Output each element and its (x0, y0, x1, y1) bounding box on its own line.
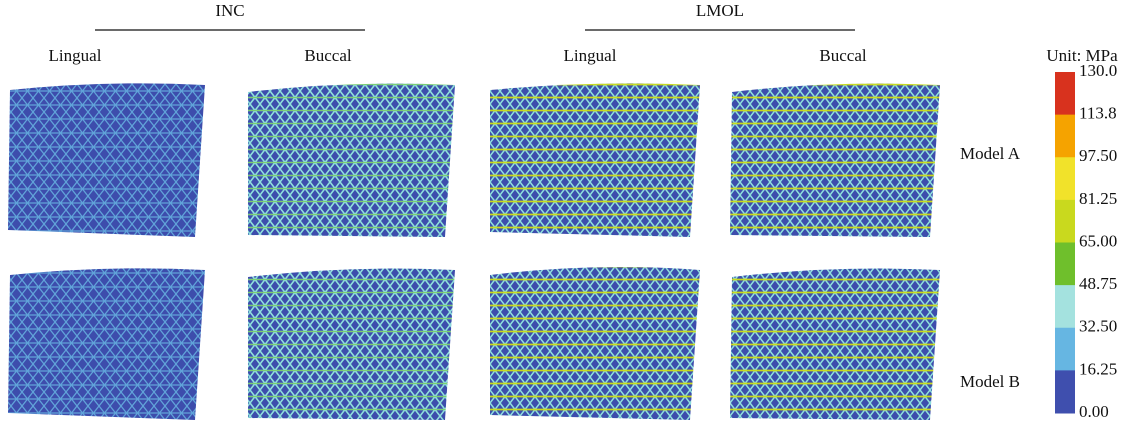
colorbar-band (1055, 243, 1075, 286)
row-label: Model B (960, 372, 1020, 391)
colorbar-band (1055, 285, 1075, 328)
mesh-image (490, 83, 700, 237)
colorbar-label: 130.0 (1079, 61, 1117, 80)
group-title: INC (215, 1, 244, 20)
colorbar-label: 81.25 (1079, 189, 1117, 208)
colorbar-label: 97.50 (1079, 146, 1117, 165)
column-label: Buccal (304, 46, 351, 65)
group-title: LMOL (696, 1, 744, 20)
colorbar-label: 32.50 (1079, 317, 1117, 336)
colorbar: 130.0 113.8 97.50 81.25 65.00 48.75 32.50 16.25… (1055, 61, 1117, 421)
colorbar-band (1055, 157, 1075, 200)
mesh-image (248, 269, 455, 420)
colorbar-label: 0.00 (1079, 402, 1109, 421)
mesh-image (490, 267, 700, 420)
colorbar-band (1055, 370, 1075, 413)
mesh-images (8, 83, 940, 420)
colorbar-band (1055, 72, 1075, 115)
column-label: Lingual (564, 46, 617, 65)
colorbar-label: 16.25 (1079, 359, 1117, 378)
mesh-image (730, 84, 940, 237)
colorbar-label: 65.00 (1079, 231, 1117, 250)
mesh-image (248, 84, 455, 237)
colorbar-band (1055, 200, 1075, 243)
colorbar-band (1055, 328, 1075, 371)
colorbar-label: 113.8 (1079, 104, 1117, 123)
colorbar-label: 48.75 (1079, 274, 1117, 293)
figure: INC LMOL Lingual Buccal Lingual Buccal M… (0, 0, 1143, 428)
mesh-image (8, 268, 205, 420)
column-label: Lingual (49, 46, 102, 65)
row-label: Model A (960, 144, 1021, 163)
colorbar-band (1055, 115, 1075, 158)
mesh-image (730, 269, 940, 420)
mesh-image (8, 83, 205, 237)
column-label: Buccal (819, 46, 866, 65)
